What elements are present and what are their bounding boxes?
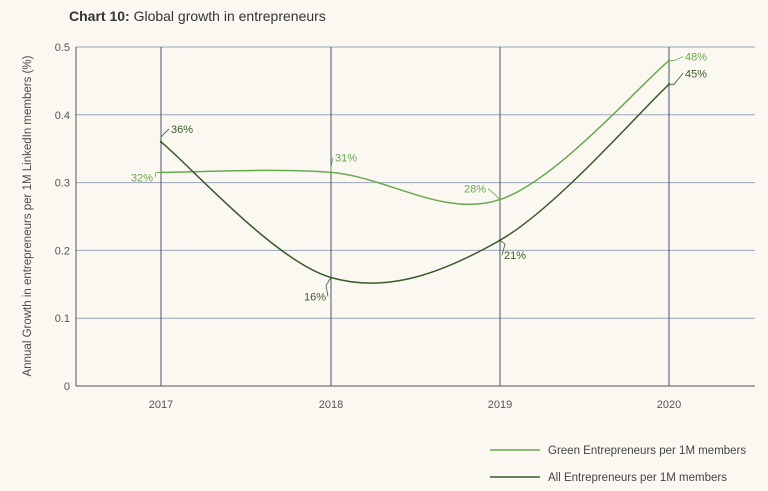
data-label: 45% (685, 68, 707, 80)
data-label: 36% (171, 124, 193, 136)
data-label: 48% (685, 52, 707, 64)
data-label-leader (160, 128, 170, 142)
series-line-all (160, 83, 670, 284)
x-tick-label: 2018 (319, 399, 343, 411)
chart-title: Chart 10: Global growth in entrepreneurs (69, 8, 326, 24)
legend-label: Green Entrepreneurs per 1M members (548, 445, 746, 457)
data-label-leader (499, 239, 506, 256)
data-label-leader (154, 172, 161, 178)
data-label-leader (669, 56, 684, 61)
y-tick-label: 0 (64, 381, 70, 393)
y-tick-label: 0.5 (55, 42, 70, 54)
data-label-leader (325, 277, 332, 297)
legend-label: All Entrepreneurs per 1M members (548, 472, 727, 484)
data-label: 21% (504, 250, 526, 262)
data-label: 28% (464, 184, 486, 196)
chart-title-text: Global growth in entrepreneurs (133, 8, 326, 24)
y-tick-label: 0.4 (55, 110, 70, 122)
data-label-leader (330, 157, 334, 173)
y-tick-label: 0.3 (55, 178, 70, 190)
data-label: 16% (304, 292, 326, 304)
x-tick-label: 2020 (657, 399, 681, 411)
x-tick-label: 2017 (149, 399, 173, 411)
data-label-leader (487, 188, 501, 200)
data-label-leader (669, 73, 684, 85)
data-label: 31% (335, 152, 357, 164)
data-label: 32% (131, 172, 153, 184)
x-tick-label: 2019 (488, 399, 512, 411)
series-line-green (160, 59, 670, 205)
chart-title-prefix: Chart 10: (69, 8, 130, 24)
y-tick-label: 0.1 (55, 313, 70, 325)
y-tick-label: 0.2 (55, 245, 70, 257)
